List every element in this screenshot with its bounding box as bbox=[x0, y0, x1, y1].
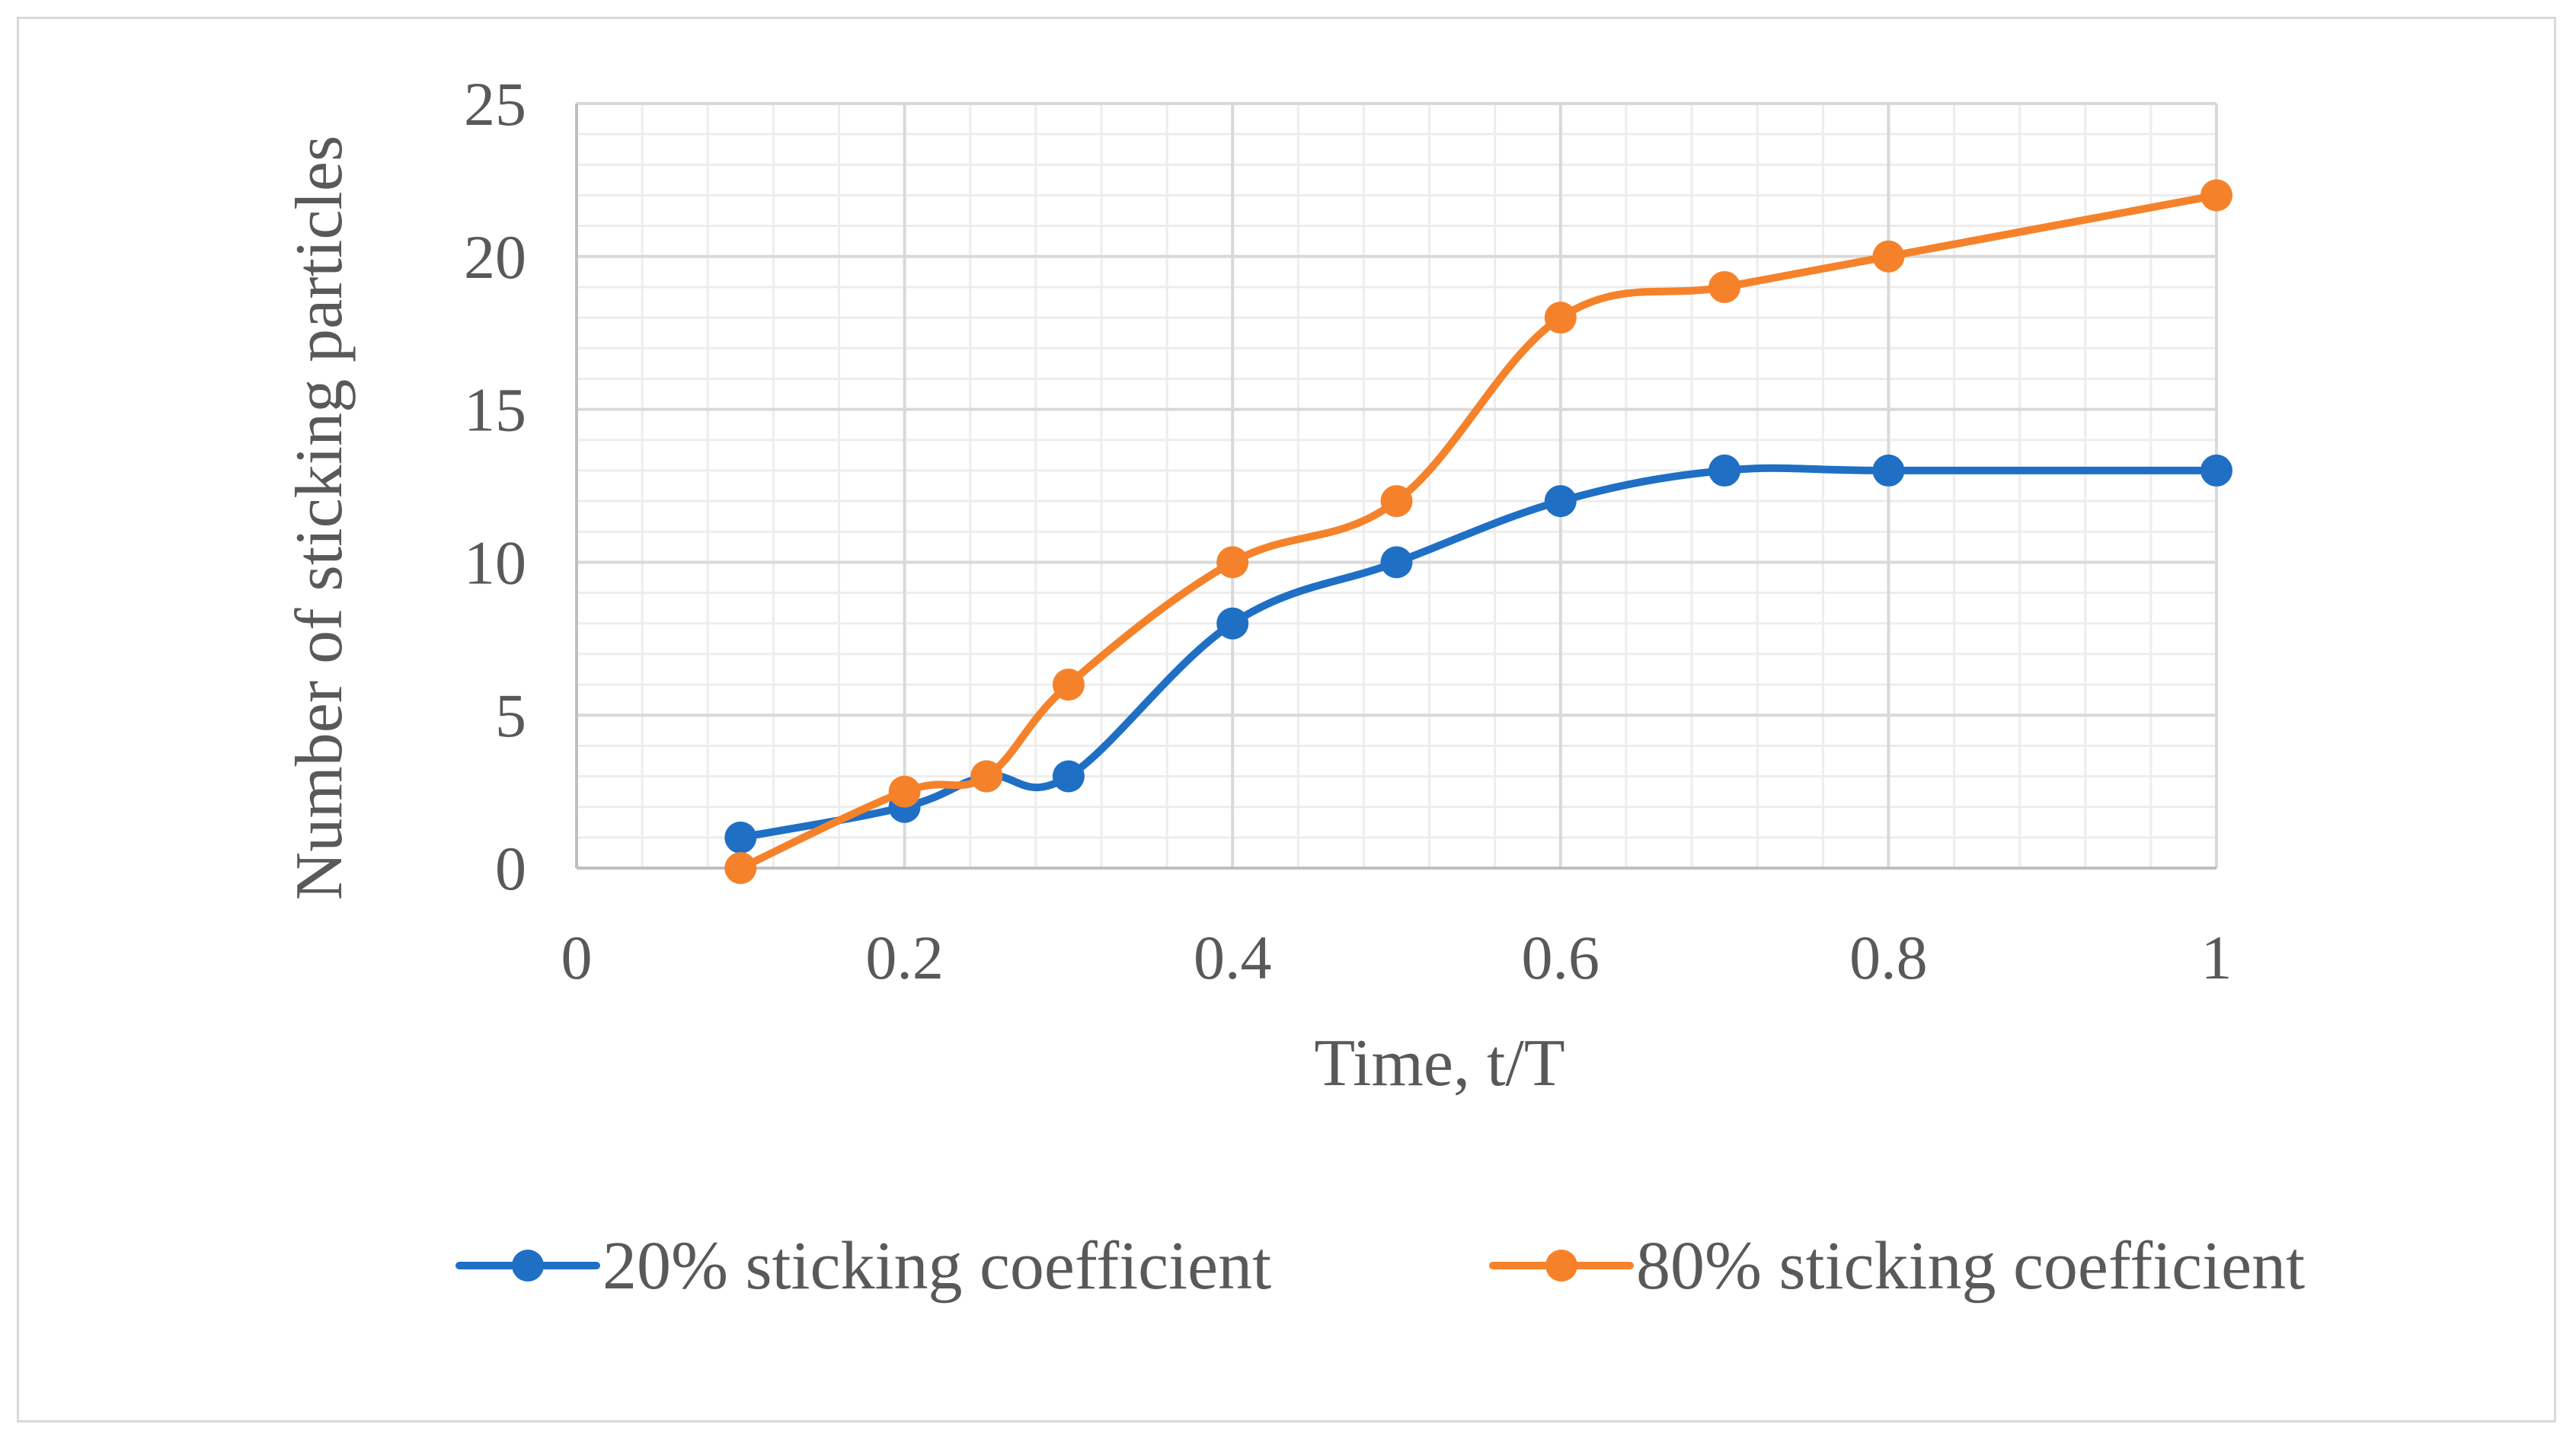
x-tick-label: 0.6 bbox=[1522, 923, 1600, 992]
data-point bbox=[1052, 760, 1085, 793]
data-point bbox=[1872, 240, 1905, 273]
data-point bbox=[1380, 485, 1413, 518]
y-tick-label: 15 bbox=[464, 375, 526, 445]
legend-item-2: 80% sticking coefficient bbox=[1489, 1228, 2305, 1304]
data-point bbox=[2200, 179, 2232, 212]
legend-item-1: 20% sticking coefficient bbox=[455, 1228, 1271, 1304]
data-point bbox=[1708, 270, 1741, 303]
data-point bbox=[724, 852, 757, 884]
x-tick-label: 0.2 bbox=[865, 923, 944, 992]
y-tick-label: 0 bbox=[495, 834, 526, 903]
legend-marker bbox=[1545, 1250, 1577, 1282]
data-point bbox=[1216, 546, 1249, 579]
data-point bbox=[888, 775, 921, 808]
data-point bbox=[1052, 669, 1085, 701]
series-line bbox=[737, 191, 2220, 872]
series-2 bbox=[724, 179, 2232, 884]
axes bbox=[575, 104, 2216, 870]
chart-frame bbox=[17, 17, 2556, 1422]
data-point bbox=[1544, 485, 1577, 518]
data-point bbox=[1380, 546, 1413, 579]
y-tick-label: 25 bbox=[464, 69, 526, 139]
data-point bbox=[724, 821, 757, 854]
legend: 20% sticking coefficient 80% sticking coe… bbox=[455, 1228, 2305, 1304]
data-point bbox=[1708, 454, 1741, 487]
y-tick-label: 20 bbox=[464, 222, 526, 292]
legend-label: 80% sticking coefficient bbox=[1636, 1228, 2305, 1304]
x-axis-title: Time, t/T bbox=[1314, 1026, 1564, 1100]
data-point bbox=[970, 760, 1003, 793]
series-layer bbox=[724, 179, 2232, 884]
x-tick-label: 0 bbox=[561, 923, 593, 992]
x-tick-labels: 0 0.2 0.4 0.6 0.8 1 bbox=[561, 923, 2232, 992]
y-axis-title: Number of sticking particles bbox=[283, 136, 356, 900]
y-tick-label: 10 bbox=[464, 528, 526, 597]
x-tick-label: 0.4 bbox=[1194, 923, 1272, 992]
x-tick-label: 1 bbox=[2201, 923, 2232, 992]
data-point bbox=[2200, 454, 2232, 487]
y-tick-labels: 0 5 10 15 20 25 bbox=[464, 69, 526, 903]
data-point bbox=[1872, 454, 1905, 487]
legend-label: 20% sticking coefficient bbox=[602, 1228, 1271, 1304]
data-point bbox=[1216, 607, 1249, 640]
legend-marker bbox=[512, 1250, 544, 1282]
x-tick-label: 0.8 bbox=[1849, 923, 1928, 992]
data-point bbox=[1544, 302, 1577, 334]
y-tick-label: 5 bbox=[495, 681, 526, 750]
